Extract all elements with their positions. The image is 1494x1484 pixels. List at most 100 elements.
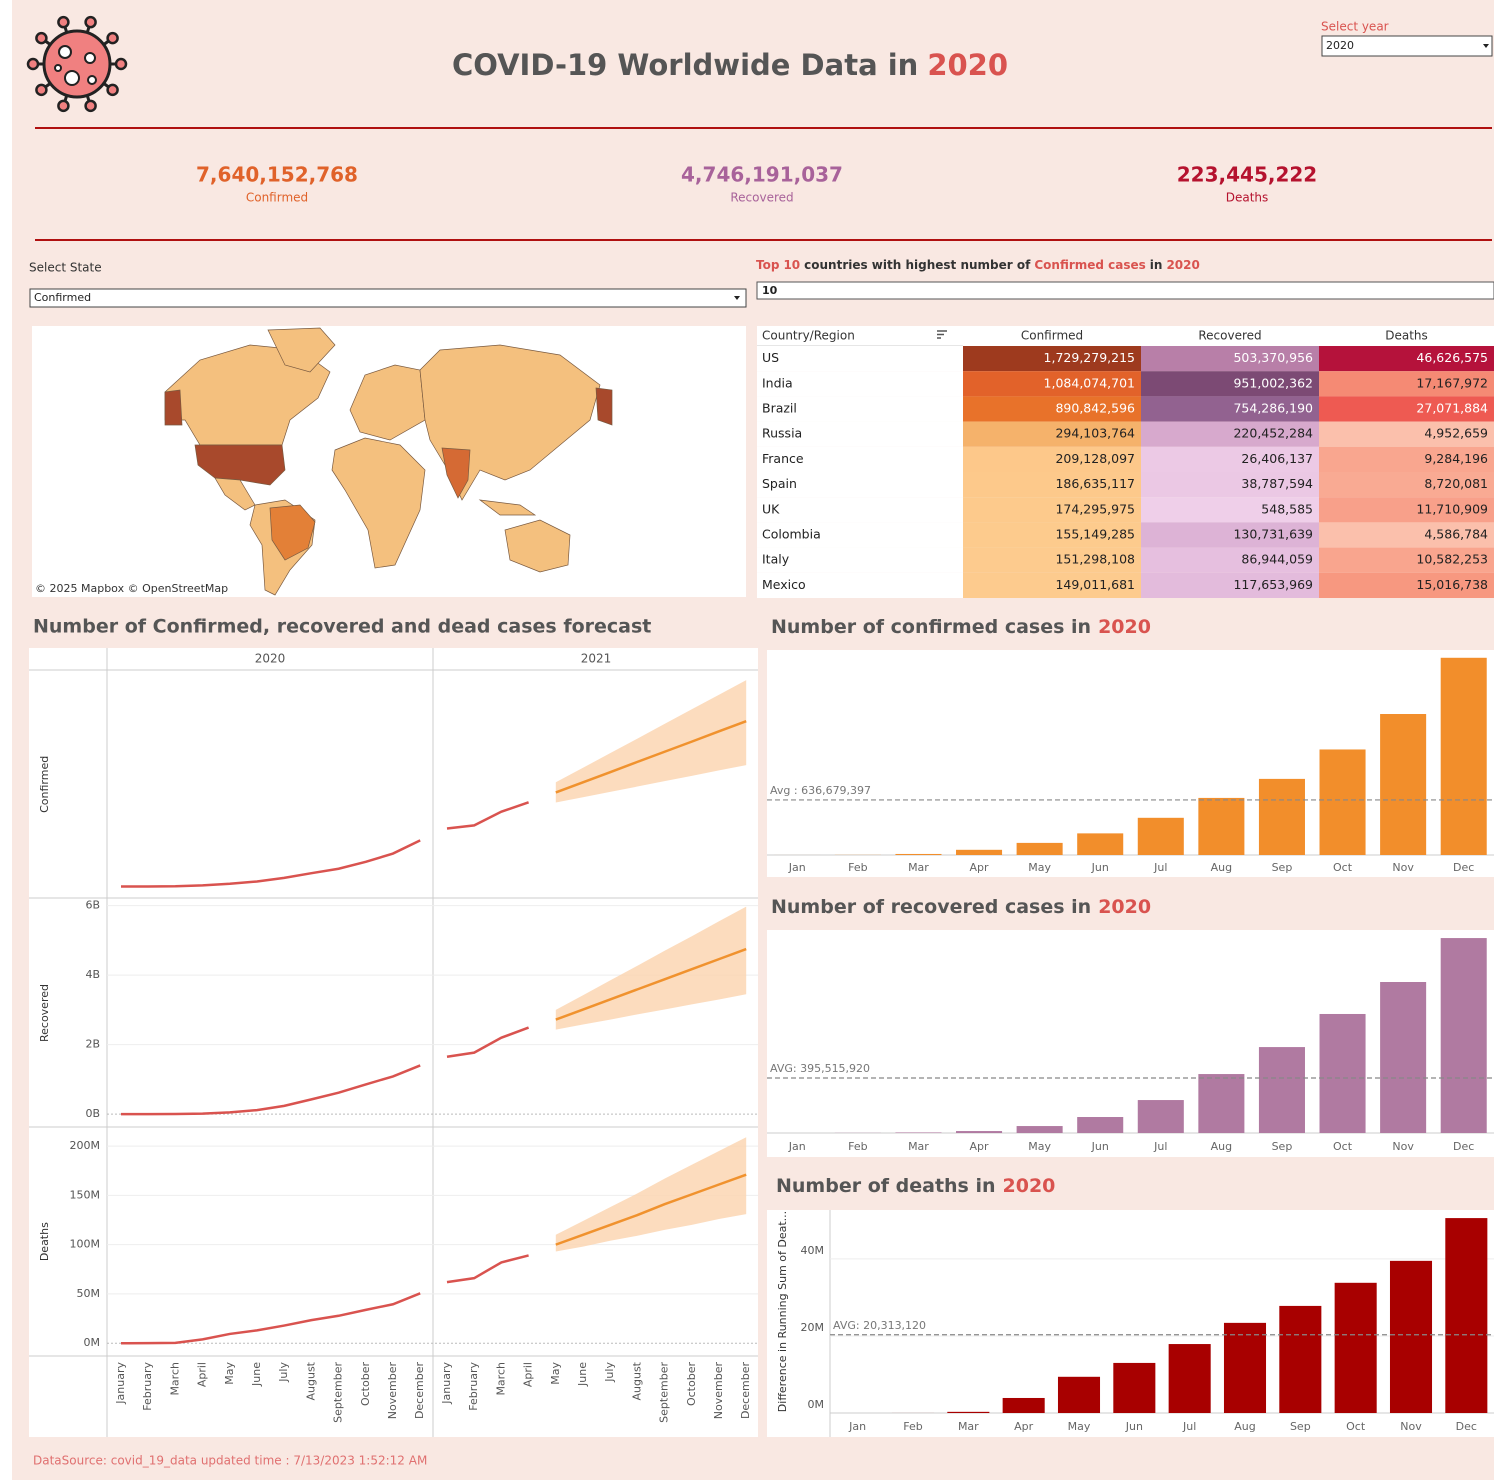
bar — [1058, 1377, 1100, 1413]
x-tick-label: May — [1028, 861, 1051, 874]
y-tick-label: 150M — [70, 1188, 101, 1201]
x-tick-label: Nov — [1400, 1420, 1422, 1433]
x-tick-label: Jan — [788, 1140, 806, 1153]
column-header: Country/Region — [762, 329, 855, 343]
logo-dot — [55, 65, 61, 71]
filter-label: Select State — [29, 261, 102, 275]
x-tick-label: February — [141, 1362, 154, 1411]
country-name: Colombia — [762, 527, 821, 542]
bar — [1380, 982, 1426, 1133]
x-tick-label: Jun — [1091, 1140, 1109, 1153]
x-tick-label: October — [685, 1362, 698, 1406]
x-tick-label: Nov — [1392, 861, 1414, 874]
country-name: India — [762, 375, 793, 390]
country-shape — [596, 388, 612, 425]
x-tick-label: May — [549, 1362, 562, 1385]
bar — [1113, 1363, 1155, 1413]
table-value: 27,071,884 — [1416, 401, 1488, 416]
column-header: Deaths — [1385, 329, 1428, 343]
y-tick-label: 0M — [84, 1336, 101, 1349]
table-value: 174,295,975 — [1055, 501, 1135, 516]
logo-spike-end — [36, 85, 46, 95]
chart-title: Number of Confirmed, recovered and dead … — [33, 616, 651, 638]
bar — [1138, 818, 1184, 855]
table-value: 1,084,074,701 — [1044, 375, 1135, 390]
table-value: 17,167,972 — [1416, 375, 1488, 390]
x-tick-label: July — [603, 1362, 616, 1383]
x-tick-label: Aug — [1234, 1420, 1255, 1433]
average-label: AVG: 395,515,920 — [770, 1062, 870, 1075]
bar — [1335, 1283, 1377, 1413]
table-value: 15,016,738 — [1416, 577, 1488, 592]
x-tick-label: Feb — [848, 861, 867, 874]
y-tick-label: 100M — [70, 1238, 101, 1251]
column-header: Confirmed — [1021, 329, 1083, 343]
kpi-value: 223,445,222 — [1177, 163, 1317, 187]
bar — [1320, 1014, 1366, 1133]
x-tick-label: Jul — [1153, 861, 1167, 874]
bar — [1077, 833, 1123, 855]
bar — [1441, 658, 1487, 855]
x-tick-label: March — [494, 1362, 507, 1396]
row-label: Recovered — [38, 984, 51, 1042]
map-attribution: © 2025 Mapbox © OpenStreetMap — [35, 582, 228, 595]
x-tick-label: September — [332, 1362, 345, 1423]
title-text: Number of confirmed cases in — [771, 616, 1091, 638]
x-tick-label: Dec — [1453, 1140, 1474, 1153]
table-value: 46,626,575 — [1416, 350, 1488, 365]
title-text: Number of deaths in — [776, 1175, 996, 1197]
x-tick-label: Jul — [1153, 1140, 1167, 1153]
table-value: 38,787,594 — [1241, 476, 1313, 491]
input-value: 10 — [762, 284, 778, 297]
logo-dot — [85, 53, 95, 63]
x-tick-label: Apr — [1014, 1420, 1034, 1433]
y-tick-label: 50M — [77, 1287, 101, 1300]
x-tick-label: Jul — [1182, 1420, 1196, 1433]
average-label: AVG: 20,313,120 — [833, 1319, 926, 1332]
dropdown-value: 2020 — [1326, 39, 1354, 52]
bar — [1445, 1218, 1487, 1413]
bar — [1077, 1117, 1123, 1133]
bar — [947, 1412, 989, 1413]
y-tick-label: 40M — [801, 1244, 825, 1257]
y-tick-label: 4B — [85, 968, 100, 981]
x-tick-label: June — [250, 1362, 263, 1387]
x-tick-label: April — [196, 1362, 209, 1387]
country-cell — [757, 497, 963, 522]
table-value: 155,149,285 — [1055, 527, 1135, 542]
bar — [895, 1132, 941, 1133]
x-tick-label: Mar — [908, 1140, 929, 1153]
bar — [1138, 1100, 1184, 1133]
bar — [1380, 714, 1426, 855]
table-value: 151,298,108 — [1055, 552, 1135, 567]
state-dropdown[interactable] — [30, 289, 746, 307]
x-tick-label: Oct — [1333, 1140, 1353, 1153]
bar — [956, 1131, 1002, 1133]
x-tick-label: December — [739, 1362, 752, 1420]
table-value: 548,585 — [1261, 501, 1313, 516]
x-tick-label: Mar — [958, 1420, 979, 1433]
bar — [1279, 1306, 1321, 1413]
country-shape — [165, 390, 182, 425]
row-label: Deaths — [38, 1222, 51, 1261]
kpi-label: Confirmed — [246, 191, 308, 205]
country-name: Brazil — [762, 401, 797, 416]
country-name: Mexico — [762, 577, 806, 592]
bar — [1003, 1398, 1045, 1413]
bar — [1259, 779, 1305, 855]
x-tick-label: Feb — [848, 1140, 867, 1153]
table-value: 86,944,059 — [1241, 552, 1313, 567]
top-input[interactable] — [757, 282, 1494, 299]
logo-dot — [88, 76, 96, 84]
x-tick-label: Aug — [1211, 861, 1232, 874]
logo-spike-end — [108, 85, 118, 95]
table-value: 294,103,764 — [1055, 426, 1135, 441]
average-label: Avg : 636,679,397 — [770, 784, 871, 797]
x-tick-label: May — [1028, 1140, 1051, 1153]
table-value: 117,653,969 — [1233, 577, 1313, 592]
y-tick-label: 0M — [808, 1398, 825, 1411]
x-tick-label: March — [168, 1362, 181, 1396]
y-axis-title: Difference in Running Sum of Deat... — [776, 1211, 789, 1412]
